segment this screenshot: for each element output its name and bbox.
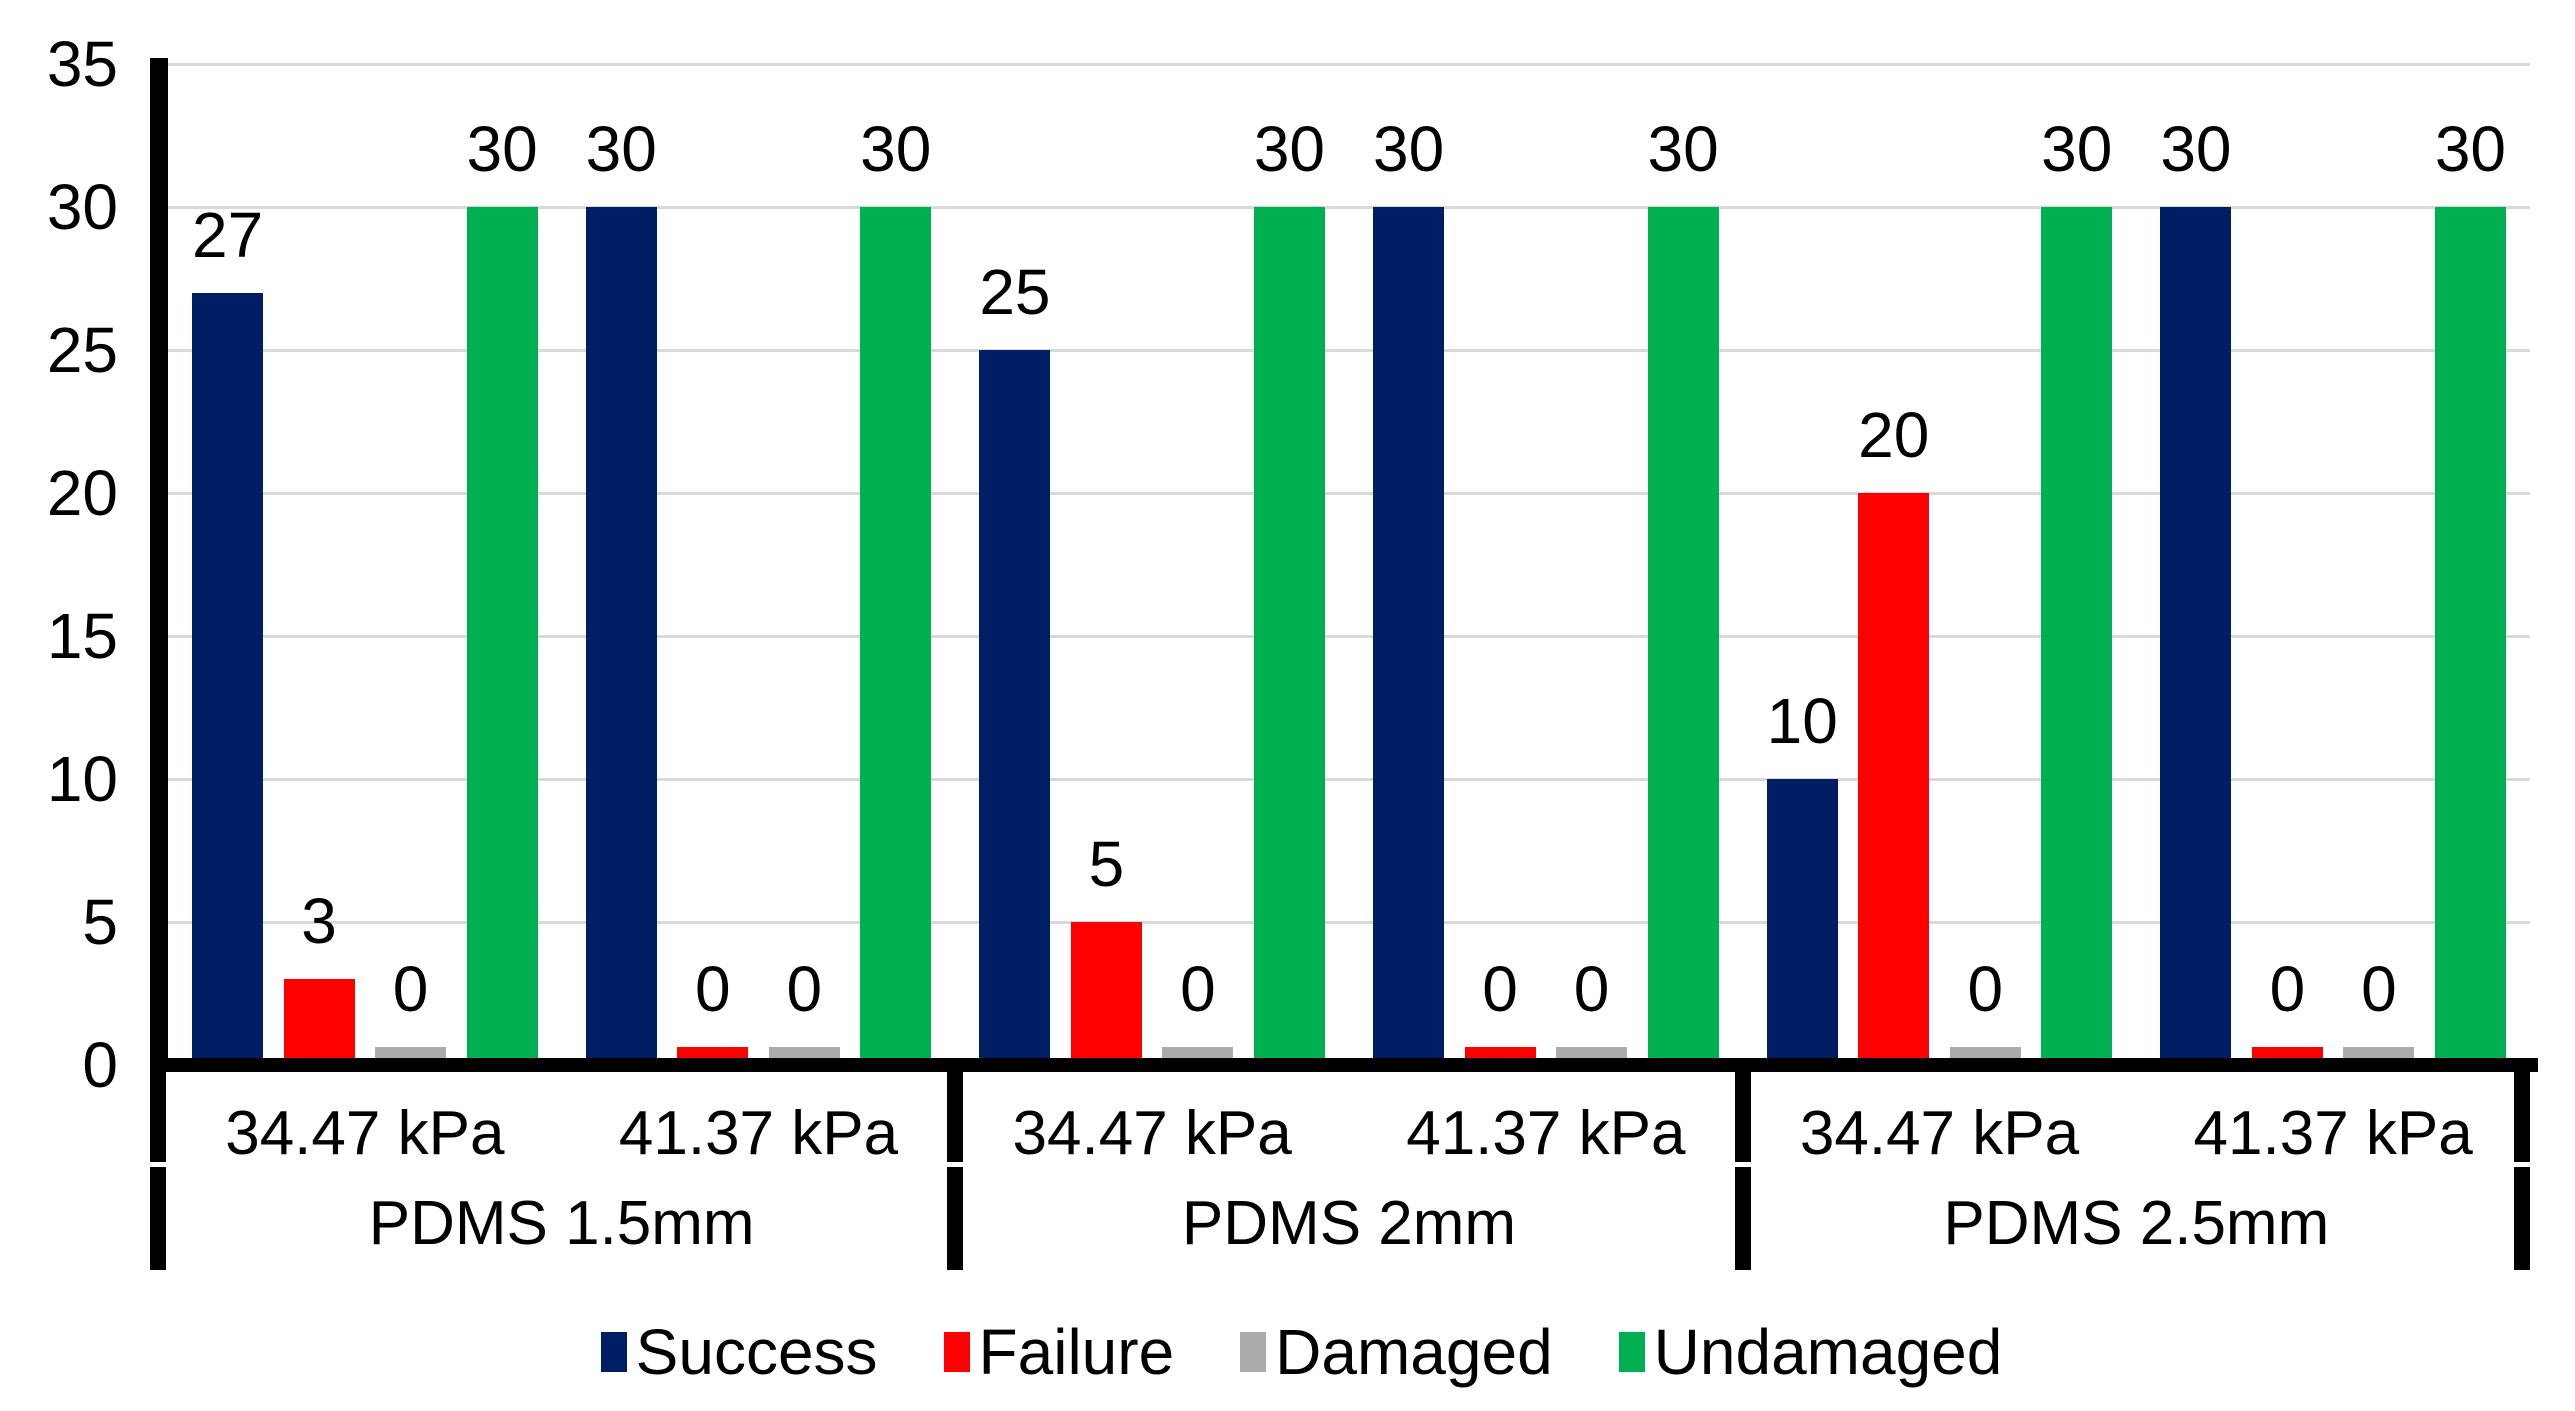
bar-undamaged-g2-s2: [1647, 207, 1719, 1058]
bar-failure-g3-s2: [2251, 1047, 2323, 1058]
bar-success-g3-s2: [2160, 207, 2232, 1058]
y-axis-line: [150, 58, 168, 1072]
y-tick-label-25: 25: [46, 314, 118, 386]
bar-failure-g2-s2: [1464, 1047, 1536, 1058]
bar-value-label-undamaged-g1-s2: 30: [860, 113, 932, 185]
category-band-divider-2-bottom: [947, 1167, 964, 1270]
y-tick-label-5: 5: [82, 886, 118, 958]
bar-value-label-failure-g3-s1: 20: [1858, 399, 1930, 471]
bar-value-label-damaged-g1-s1: 0: [392, 953, 429, 1025]
gridline-20: [168, 491, 2530, 495]
category-band-divider-1-bottom: [150, 1167, 166, 1270]
group-label-g3: PDMS 2.5mm: [1943, 1189, 2330, 1258]
category-band-divider-4-bottom: [2514, 1167, 2530, 1270]
gridline-15: [168, 634, 2530, 638]
bar-value-label-success-g1-s2: 30: [585, 113, 657, 185]
gridline-30: [168, 205, 2530, 209]
bar-value-label-undamaged-g3-s2: 30: [2434, 113, 2506, 185]
bar-success-g2-s1: [979, 350, 1051, 1058]
bar-failure-g1-s2: [677, 1047, 749, 1058]
bar-value-label-undamaged-g3-s1: 30: [2041, 113, 2113, 185]
bar-value-label-undamaged-g2-s2: 30: [1647, 113, 1719, 185]
group-label-g2: PDMS 2mm: [1181, 1189, 1517, 1258]
y-tick-label-10: 10: [46, 743, 118, 815]
bar-value-label-undamaged-g2-s1: 30: [1253, 113, 1325, 185]
gridline-10: [168, 777, 2530, 781]
bar-undamaged-g1-s2: [860, 207, 932, 1058]
y-tick-label-20: 20: [46, 457, 118, 529]
bar-value-label-failure-g1-s2: 0: [694, 953, 731, 1025]
legend-item-success: Success: [600, 1316, 878, 1388]
bar-value-label-success-g3-s1: 10: [1766, 685, 1838, 757]
subgroup-label-g2-s1: 34.47 kPa: [1012, 1099, 1292, 1168]
bar-failure-g3-s1: [1858, 493, 1930, 1058]
legend-swatch-failure: [943, 1332, 970, 1372]
bar-value-label-failure-g1-s1: 3: [301, 885, 337, 957]
bar-value-label-success-g3-s2: 30: [2160, 113, 2232, 185]
bar-failure-g1-s1: [283, 979, 355, 1058]
bar-success-g1-s1: [192, 293, 264, 1058]
bar-value-label-damaged-g3-s1: 0: [1967, 953, 2004, 1025]
legend-swatch-success: [600, 1332, 627, 1372]
y-tick-label-0: 0: [82, 1029, 118, 1101]
legend-swatch-damaged: [1240, 1332, 1267, 1372]
bar-damaged-g3-s2: [2343, 1047, 2415, 1058]
bar-value-label-failure-g2-s2: 0: [1482, 953, 1518, 1025]
bar-value-label-damaged-g2-s1: 0: [1180, 953, 1216, 1025]
bar-value-label-undamaged-g1-s1: 30: [466, 113, 538, 185]
bar-undamaged-g1-s1: [466, 207, 538, 1058]
bar-damaged-g2-s2: [1556, 1047, 1628, 1058]
category-band-divider-3-bottom: [1734, 1167, 1751, 1270]
legend-item-undamaged: Undamaged: [1618, 1316, 2003, 1388]
legend-swatch-undamaged: [1618, 1332, 1645, 1372]
bar-damaged-g1-s2: [768, 1047, 840, 1058]
bar-value-label-failure-g3-s2: 0: [2269, 953, 2306, 1025]
gridline-35: [168, 62, 2530, 66]
legend-label-damaged: Damaged: [1275, 1316, 1553, 1388]
category-band-divider-2-top: [947, 1072, 964, 1162]
bar-value-label-failure-g2-s1: 5: [1088, 828, 1125, 900]
bar-failure-g2-s1: [1070, 922, 1142, 1058]
bar-value-label-damaged-g2-s2: 0: [1573, 953, 1610, 1025]
y-tick-label-35: 35: [46, 28, 118, 100]
bar-value-label-damaged-g1-s2: 0: [786, 953, 823, 1025]
legend: Success Failure Damaged Undamaged: [28, 1320, 2575, 1384]
subgroup-label-g3-s2: 41.37 kPa: [2193, 1099, 2473, 1168]
bar-undamaged-g3-s2: [2434, 207, 2506, 1058]
subgroup-label-g1-s1: 34.47 kPa: [225, 1099, 505, 1168]
category-band-divider-3-top: [1734, 1072, 1751, 1162]
legend-item-failure: Failure: [943, 1316, 1175, 1388]
bar-value-label-damaged-g3-s2: 0: [2361, 953, 2397, 1025]
x-axis-line: [150, 1058, 2538, 1072]
bar-damaged-g1-s1: [375, 1047, 447, 1058]
bar-value-label-success-g1-s1: 27: [191, 199, 264, 271]
category-band-divider-4-top: [2514, 1072, 2530, 1162]
gridline-25: [168, 348, 2530, 352]
legend-label-success: Success: [635, 1316, 878, 1388]
bar-damaged-g2-s1: [1162, 1047, 1234, 1058]
bar-undamaged-g2-s1: [1253, 207, 1325, 1058]
category-band-divider-1-top: [150, 1072, 166, 1162]
gridline-5: [168, 920, 2530, 924]
y-tick-label-30: 30: [46, 171, 118, 243]
subgroup-label-g1-s2: 41.37 kPa: [618, 1099, 899, 1168]
bar-value-label-success-g2-s1: 25: [979, 256, 1051, 328]
legend-label-failure: Failure: [978, 1316, 1175, 1388]
bar-undamaged-g3-s1: [2041, 207, 2113, 1058]
subgroup-label-g3-s1: 34.47 kPa: [1799, 1099, 2080, 1168]
bar-value-label-success-g2-s2: 30: [1372, 113, 1445, 185]
group-label-g1: PDMS 1.5mm: [368, 1189, 755, 1258]
legend-label-undamaged: Undamaged: [1653, 1316, 2003, 1388]
bar-damaged-g3-s1: [1949, 1047, 2021, 1058]
y-tick-label-15: 15: [46, 600, 118, 672]
bar-success-g2-s2: [1373, 207, 1445, 1058]
bar-success-g1-s2: [585, 207, 657, 1058]
bar-success-g3-s1: [1766, 779, 1838, 1058]
legend-item-damaged: Damaged: [1240, 1320, 1553, 1384]
subgroup-label-g2-s2: 41.37 kPa: [1406, 1099, 1686, 1168]
